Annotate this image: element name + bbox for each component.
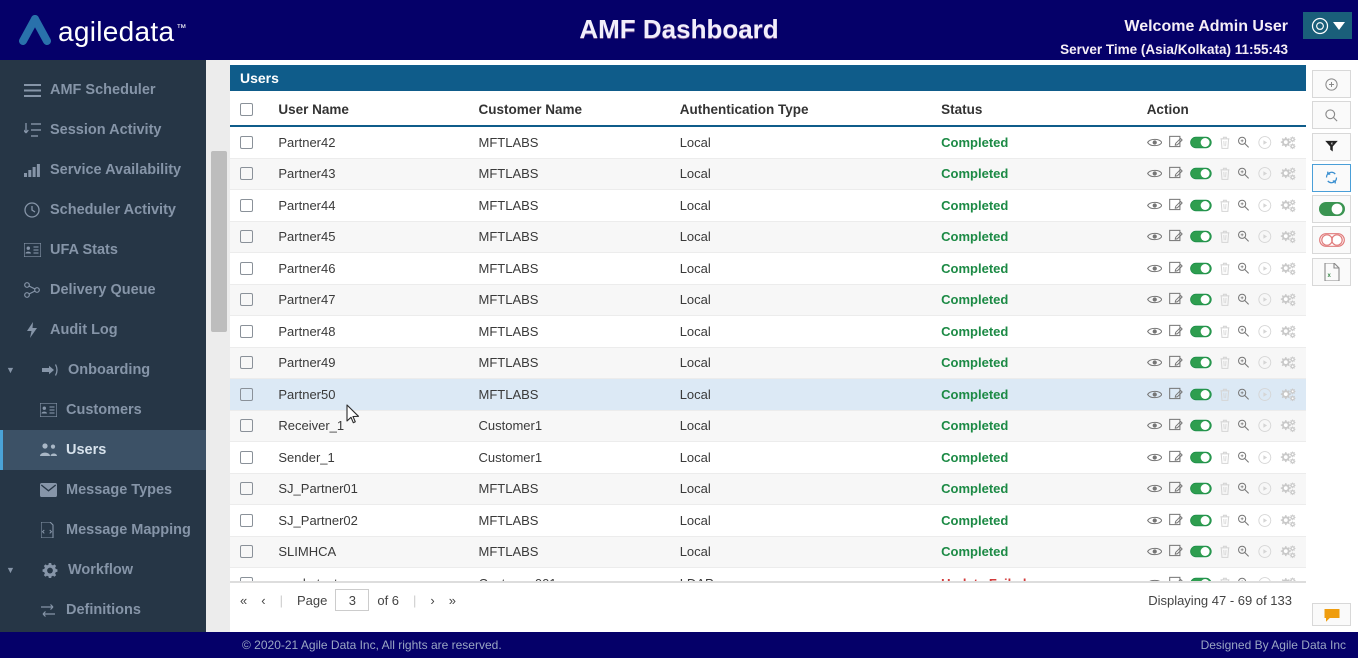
svg-text:x: x <box>1327 273 1331 279</box>
